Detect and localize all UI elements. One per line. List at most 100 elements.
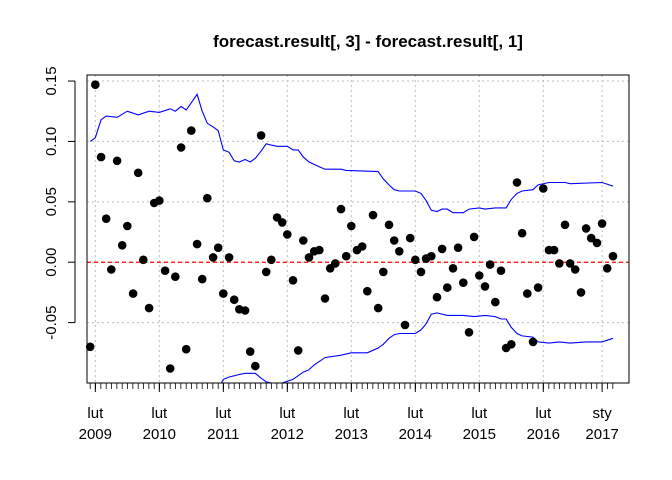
data-point-55: [379, 267, 388, 277]
confidence-bands: [89, 93, 614, 383]
data-point-89: [560, 220, 570, 230]
data-point-27: [229, 295, 239, 305]
data-point-77: [496, 266, 506, 276]
data-point-3: [101, 214, 111, 223]
data-point-79: [507, 340, 516, 349]
x-tick-label-month-4: lut: [343, 405, 360, 422]
data-point-82: [523, 289, 532, 298]
data-point-26: [224, 253, 234, 262]
data-point-8: [128, 289, 138, 298]
data-point-32: [256, 131, 266, 140]
data-point-51: [357, 242, 367, 251]
x-tick-label-year-2: 2011: [207, 426, 239, 443]
y-tick-label-0: -0.05: [43, 305, 60, 339]
data-point-37: [283, 230, 292, 239]
x-tick-label-month-2: lut: [215, 405, 232, 422]
x-tick-label-month-0: lut: [87, 405, 104, 422]
data-point-70: [459, 278, 468, 288]
data-point-22: [203, 193, 212, 203]
data-point-54: [373, 303, 383, 313]
data-point-9: [133, 168, 143, 178]
data-point-68: [448, 264, 458, 273]
upper-band-line: [89, 93, 614, 214]
data-point-36: [277, 218, 287, 227]
data-point-48: [341, 251, 351, 261]
data-point-61: [411, 255, 420, 265]
data-point-49: [347, 221, 356, 231]
x-tick-label-year-5: 2014: [399, 426, 432, 443]
data-point-20: [192, 239, 202, 249]
data-point-67: [443, 283, 452, 292]
x-tick-label-month-1: lut: [151, 405, 168, 422]
x-tick-label-month-5: lut: [407, 405, 424, 422]
data-point-81: [517, 228, 527, 238]
data-point-96: [597, 219, 607, 228]
data-point-46: [331, 259, 340, 268]
data-point-10: [139, 255, 148, 265]
data-point-56: [384, 220, 394, 230]
data-point-41: [304, 253, 314, 262]
x-tick-label-year-1: 2010: [143, 426, 176, 443]
data-point-44: [320, 294, 330, 303]
data-point-23: [208, 253, 218, 262]
data-point-21: [197, 274, 207, 284]
x-tick-label-year-6: 2015: [463, 426, 496, 443]
data-point-98: [608, 251, 618, 261]
data-points: [85, 80, 618, 373]
x-tick-label-year-3: 2012: [271, 426, 304, 443]
data-point-84: [533, 283, 543, 292]
data-point-58: [395, 247, 404, 256]
x-tick-label-year-0: 2009: [79, 426, 112, 443]
data-point-30: [245, 347, 255, 356]
x-axis: lut 2009 lut 2010 lut 2011 lut 2012 lut 2013 lut 20…: [79, 382, 619, 443]
data-point-38: [288, 276, 298, 285]
data-point-65: [432, 292, 442, 302]
x-tick-label-year-8: 2017: [585, 426, 618, 443]
data-point-92: [576, 288, 586, 297]
data-point-93: [581, 224, 591, 233]
data-point-73: [475, 271, 484, 280]
data-point-94: [586, 233, 596, 243]
data-point-13: [155, 196, 164, 205]
data-point-66: [437, 244, 447, 254]
data-point-85: [539, 184, 548, 193]
x-tick-label-month-6: lut: [471, 405, 488, 422]
data-point-4: [107, 265, 116, 274]
data-point-47: [336, 204, 346, 214]
data-point-6: [117, 241, 127, 250]
chart-title: forecast.result[, 3] - forecast.result[,…: [213, 32, 523, 51]
data-point-5: [112, 156, 122, 166]
data-point-80: [512, 178, 522, 187]
data-point-59: [400, 320, 410, 330]
data-point-69: [453, 243, 463, 252]
x-tick-label-month-8: sty: [593, 405, 613, 422]
data-point-24: [213, 243, 223, 252]
data-point-71: [464, 328, 474, 337]
data-point-88: [555, 259, 564, 268]
data-point-40: [299, 236, 308, 245]
data-point-11: [144, 303, 154, 313]
grid-lines: [87, 75, 629, 383]
data-point-83: [528, 337, 538, 347]
data-point-97: [602, 264, 612, 273]
data-point-74: [480, 282, 490, 291]
data-point-31: [251, 361, 260, 371]
x-tick-label-year-7: 2016: [527, 426, 560, 443]
data-point-64: [427, 251, 436, 261]
x-tick-label-month-3: lut: [279, 405, 296, 422]
data-point-15: [165, 364, 175, 373]
data-point-62: [416, 267, 426, 277]
data-point-14: [160, 266, 170, 276]
y-tick-label-4: 0.15: [43, 66, 60, 95]
data-point-0: [85, 342, 95, 352]
data-point-29: [240, 306, 250, 315]
data-point-53: [368, 210, 378, 220]
data-point-90: [565, 259, 575, 268]
data-point-17: [176, 143, 186, 152]
y-tick-label-2: 0.05: [43, 187, 60, 216]
lower-band-line: [220, 312, 614, 383]
data-point-25: [219, 289, 228, 298]
data-point-39: [293, 346, 303, 355]
